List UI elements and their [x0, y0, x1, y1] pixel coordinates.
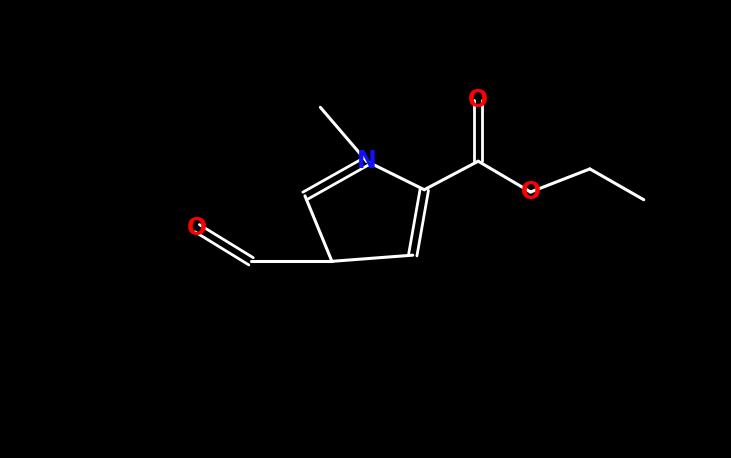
Text: O: O: [468, 87, 488, 112]
Text: O: O: [520, 180, 541, 204]
Text: N: N: [357, 149, 376, 173]
Text: O: O: [187, 216, 207, 240]
